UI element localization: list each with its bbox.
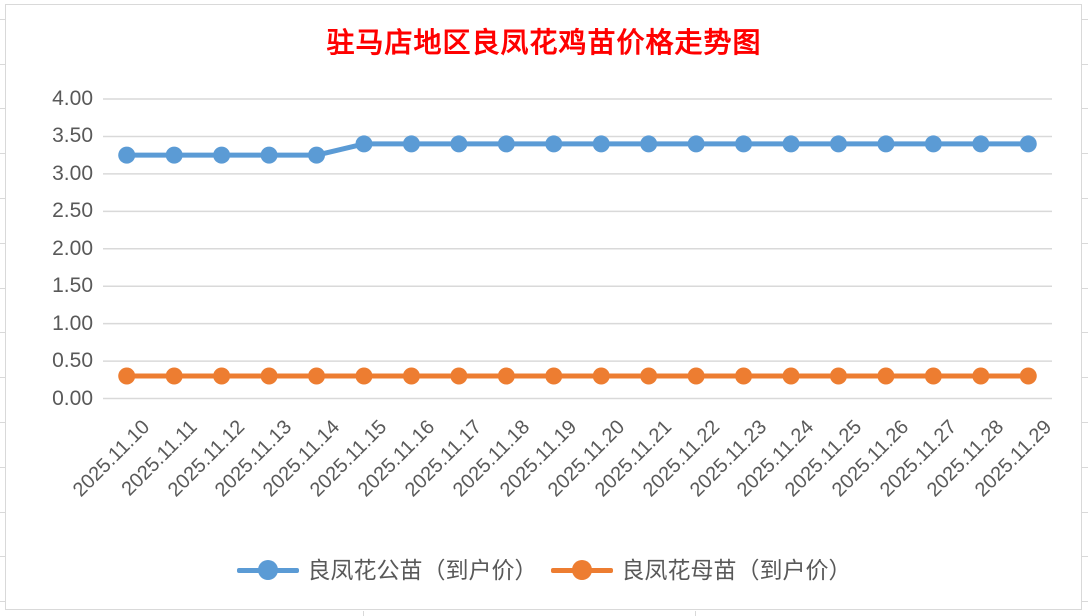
- data-point: [735, 367, 753, 385]
- data-point: [545, 135, 563, 153]
- chart-frame[interactable]: [5, 4, 1082, 610]
- data-point: [308, 367, 326, 385]
- sheet-row-line: [0, 153, 6, 155]
- data-point: [829, 367, 847, 385]
- data-point: [687, 135, 705, 153]
- y-tick-label: 0.50: [52, 349, 93, 373]
- sheet-row-line: [1082, 601, 1088, 603]
- sheet-row-line: [1082, 466, 1088, 468]
- legend-entry-female-chick: 良凤花母苗（到户价）: [550, 555, 852, 585]
- data-point: [640, 135, 658, 153]
- data-point: [782, 135, 800, 153]
- data-point: [497, 367, 515, 385]
- data-point: [924, 135, 942, 153]
- data-point: [213, 367, 231, 385]
- sheet-row-line: [0, 242, 6, 244]
- data-point: [592, 367, 610, 385]
- data-point: [877, 135, 895, 153]
- sheet-row-line: [1082, 332, 1088, 334]
- data-point: [450, 135, 468, 153]
- data-point: [355, 367, 373, 385]
- legend: 良凤花公苗（到户价） 良凤花母苗（到户价）: [0, 554, 1088, 586]
- chart-title: 驻马店地区良凤花鸡苗价格走势图: [326, 28, 762, 59]
- data-point: [972, 135, 990, 153]
- legend-dot-icon: [257, 560, 278, 580]
- data-point: [972, 367, 990, 385]
- data-point: [735, 135, 753, 153]
- sheet-row-line: [1082, 556, 1088, 558]
- legend-line-marker-blue: [236, 559, 299, 581]
- data-point: [497, 135, 515, 153]
- sheet-row-line: [0, 556, 6, 558]
- sheet-column-line: [363, 611, 364, 616]
- sheet-row-line: [1082, 63, 1088, 65]
- data-point: [402, 367, 420, 385]
- y-tick-label: 1.50: [52, 274, 93, 298]
- sheet-row-line: [0, 63, 6, 65]
- sheet-row-line: [1082, 242, 1088, 244]
- sheet-row-line: [0, 511, 6, 513]
- sheet-row-line: [1082, 511, 1088, 513]
- y-tick-label: 0.00: [52, 386, 93, 410]
- y-tick-label: 4.00: [52, 87, 93, 110]
- sheet-row-line: [0, 421, 6, 423]
- sheet-row-line: [0, 332, 6, 334]
- sheet-row-line: [1082, 377, 1088, 379]
- data-point: [308, 146, 326, 164]
- sheet-row-line: [0, 466, 6, 468]
- data-point: [118, 146, 136, 164]
- legend-label: 良凤花母苗（到户价）: [621, 557, 852, 583]
- data-point: [687, 367, 705, 385]
- data-point: [355, 135, 373, 153]
- sheet-row-line: [1082, 421, 1088, 423]
- y-tick-label: 1.00: [52, 311, 93, 335]
- sheet-row-line: [1082, 18, 1088, 20]
- sheet-row-line: [0, 197, 6, 199]
- data-point: [450, 367, 468, 385]
- data-point: [402, 135, 420, 153]
- data-point: [877, 367, 895, 385]
- sheet-row-line: [0, 108, 6, 110]
- data-point: [118, 367, 136, 385]
- sheet-row-line: [0, 18, 6, 20]
- data-point: [165, 146, 183, 164]
- legend-label: 良凤花公苗（到户价）: [307, 557, 538, 583]
- legend-entry-male-chick: 良凤花公苗（到户价）: [236, 555, 538, 585]
- y-tick-label: 3.00: [52, 161, 93, 185]
- sheet-row-line: [1082, 153, 1088, 155]
- data-point: [829, 135, 847, 153]
- y-tick-label: 2.00: [52, 236, 93, 260]
- sheet-row-line: [0, 377, 6, 379]
- data-point: [545, 367, 563, 385]
- data-point: [640, 367, 658, 385]
- y-tick-label: 3.50: [52, 124, 93, 148]
- data-point: [1019, 135, 1037, 153]
- data-point: [782, 367, 800, 385]
- data-point: [165, 367, 183, 385]
- sheet-row-line: [1082, 287, 1088, 289]
- legend-dot-icon: [571, 560, 592, 580]
- y-tick-label: 2.50: [52, 199, 93, 223]
- sheet-row-line: [1082, 108, 1088, 110]
- data-point: [260, 367, 278, 385]
- data-point: [213, 146, 231, 164]
- sheet-column-line: [695, 611, 696, 616]
- sheet-row-line: [1082, 197, 1088, 199]
- data-point: [1019, 367, 1037, 385]
- data-point: [592, 135, 610, 153]
- data-point: [260, 146, 278, 164]
- data-point: [924, 367, 942, 385]
- sheet-row-line: [0, 287, 6, 289]
- sheet-row-line: [0, 601, 6, 603]
- legend-line-marker-orange: [550, 559, 613, 581]
